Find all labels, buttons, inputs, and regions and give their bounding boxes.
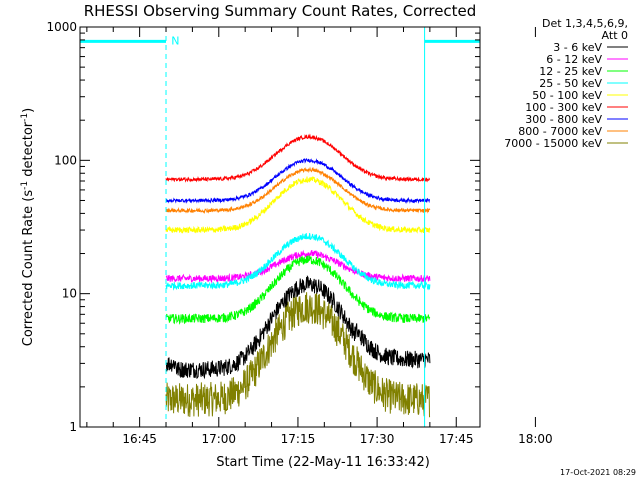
x-tick-label: 16:45 [122, 432, 157, 446]
timestamp: 17-Oct-2021 08:29 [560, 468, 636, 477]
x-tick-label: 17:45 [439, 432, 474, 446]
attenuator-overlay: N [79, 27, 481, 427]
x-tick-label: 18:00 [518, 432, 553, 446]
legend-entry-label: 7000 - 15000 keV [504, 137, 602, 150]
legend-entry-label: 800 - 7000 keV [518, 125, 602, 138]
legend-entry-label: 3 - 6 keV [553, 41, 602, 54]
legend-entry-label: 100 - 300 keV [525, 101, 602, 114]
legend-entry-label: 50 - 100 keV [532, 89, 602, 102]
x-tick-label: 17:30 [360, 432, 395, 446]
series-line [165, 275, 431, 380]
series-line [165, 292, 431, 418]
attenuator-flag-label: N [171, 34, 179, 47]
series-layer [165, 133, 431, 418]
y-tick-label: 10 [62, 287, 77, 301]
y-tick-label: 1000 [46, 20, 77, 34]
chart-title: RHESSI Observing Summary Count Rates, Co… [84, 2, 477, 20]
legend-entry-label: 25 - 50 keV [539, 77, 602, 90]
series-line [165, 249, 431, 284]
series-line [165, 255, 431, 325]
x-axis: 16:45 17:00 17:15 17:30 17:45 18:00 [86, 27, 553, 446]
legend-header-line-2: Att 0 [602, 29, 628, 42]
legend-entry-label: 300 - 800 keV [525, 113, 602, 126]
x-tick-label: 17:00 [201, 432, 236, 446]
plot-frame [79, 26, 481, 428]
y-axis: 1 10 100 1000 [46, 20, 480, 434]
legend-entry-label: 12 - 25 keV [539, 65, 602, 78]
series-line [165, 133, 431, 183]
legend-entry-label: 6 - 12 keV [546, 53, 602, 66]
y-tick-label: 100 [54, 153, 77, 167]
x-axis-title: Start Time (22-May-11 16:33:42) [216, 455, 430, 470]
series-line [165, 233, 431, 291]
legend-header-line-1: Det 1,3,4,5,6,9, [542, 17, 628, 30]
series-line [165, 158, 431, 204]
series-line [165, 166, 431, 215]
y-tick-label: 1 [69, 420, 77, 434]
y-axis-title: Corrected Count Rate (s-1 detector-1) [20, 108, 36, 346]
x-tick-label: 17:15 [281, 432, 316, 446]
series-line [165, 175, 431, 234]
